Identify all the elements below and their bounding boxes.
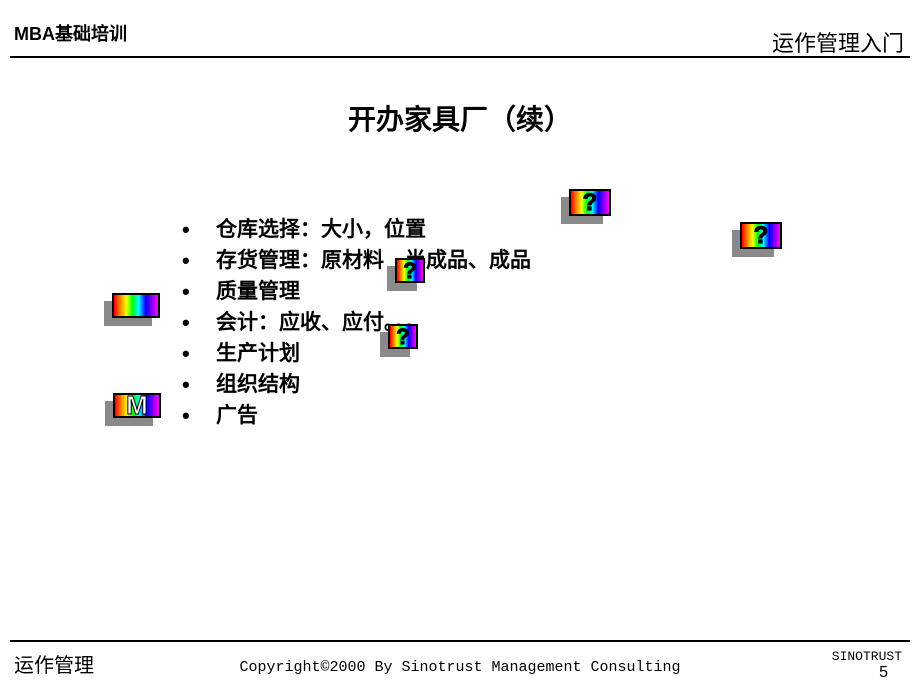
bullet-item: 会计：应收、应付。。。 — [180, 307, 531, 338]
footer-copyright: Copyright©2000 By Sinotrust Management C… — [0, 659, 920, 676]
header-left-text: MBA基础培训 — [14, 20, 127, 46]
bullet-item: 生产计划 — [180, 338, 531, 369]
footer-divider — [10, 640, 910, 642]
bullet-item: 组织结构 — [180, 369, 531, 400]
placeholder-icon — [112, 293, 160, 318]
footer-brand: SINOTRUST — [832, 649, 902, 664]
bullet-item: 质量管理 — [180, 276, 531, 307]
placeholder-question-icon: ? — [388, 324, 418, 349]
bullet-item: 存货管理：原材料 半成品、成品 — [180, 245, 531, 276]
bullet-item: 广告 — [180, 400, 531, 431]
slide-title: 开办家具厂（续） — [0, 98, 920, 138]
slide-header: MBA基础培训 运作管理入门 — [0, 0, 920, 58]
placeholder-question-icon: ? — [395, 258, 425, 283]
header-right-text: 运作管理入门 — [772, 26, 904, 58]
header-divider — [10, 56, 910, 58]
placeholder-question-icon: ? — [740, 222, 782, 249]
footer-page-number: 5 — [879, 664, 888, 682]
placeholder-m-icon: M — [113, 393, 161, 418]
bullet-list: 仓库选择：大小，位置 存货管理：原材料 半成品、成品 质量管理 会计：应收、应付… — [180, 214, 531, 431]
placeholder-question-icon: ? — [569, 189, 611, 216]
bullet-item: 仓库选择：大小，位置 — [180, 214, 531, 245]
